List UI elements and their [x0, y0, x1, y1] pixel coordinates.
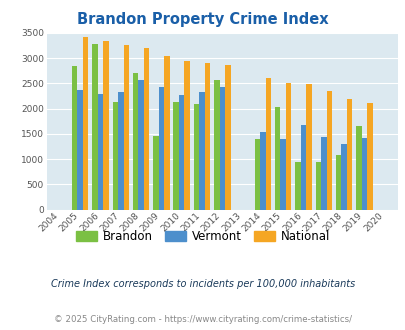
Bar — [285, 83, 291, 210]
Text: © 2025 CityRating.com - https://www.cityrating.com/crime-statistics/: © 2025 CityRating.com - https://www.city… — [54, 315, 351, 324]
Bar — [224, 65, 230, 210]
Bar — [184, 61, 190, 210]
Bar — [335, 154, 341, 210]
Text: Crime Index corresponds to incidents per 100,000 inhabitants: Crime Index corresponds to incidents per… — [51, 279, 354, 289]
Bar — [346, 99, 352, 210]
Bar — [158, 87, 164, 210]
Legend: Brandon, Vermont, National: Brandon, Vermont, National — [71, 225, 334, 248]
Bar — [355, 126, 361, 210]
Bar — [219, 87, 224, 210]
Bar — [361, 138, 366, 210]
Bar — [213, 81, 219, 210]
Bar — [300, 125, 305, 210]
Bar — [98, 93, 103, 210]
Bar — [204, 63, 210, 210]
Bar — [77, 90, 83, 210]
Bar — [103, 41, 109, 210]
Bar — [326, 90, 331, 210]
Bar — [72, 66, 77, 210]
Bar — [294, 162, 300, 210]
Bar — [138, 81, 143, 210]
Bar — [280, 139, 285, 210]
Bar — [260, 132, 265, 210]
Bar — [112, 102, 118, 210]
Bar — [179, 95, 184, 210]
Bar — [92, 44, 98, 210]
Bar — [193, 104, 199, 210]
Bar — [341, 145, 346, 210]
Text: Brandon Property Crime Index: Brandon Property Crime Index — [77, 12, 328, 26]
Bar — [123, 45, 129, 210]
Bar — [143, 48, 149, 210]
Bar — [83, 37, 88, 210]
Bar — [118, 92, 123, 210]
Bar — [265, 79, 271, 210]
Bar — [173, 102, 179, 210]
Bar — [199, 91, 204, 210]
Bar — [320, 137, 326, 210]
Bar — [366, 103, 372, 210]
Bar — [305, 84, 311, 210]
Bar — [315, 162, 320, 210]
Bar — [254, 140, 260, 210]
Bar — [132, 73, 138, 210]
Bar — [164, 56, 169, 210]
Bar — [274, 107, 280, 210]
Bar — [153, 136, 158, 210]
